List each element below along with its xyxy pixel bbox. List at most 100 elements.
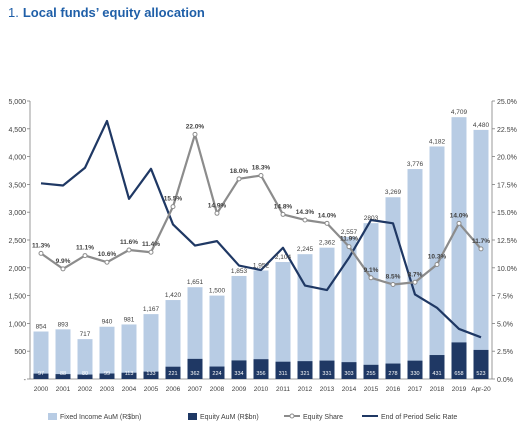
- equity-share-label: 14.8%: [274, 203, 293, 210]
- x-tick-label: 2004: [122, 386, 137, 393]
- y-left-tick-label: 1,000: [8, 321, 26, 328]
- fixed-income-bar: [275, 262, 291, 379]
- legend-label-selic: End of Period Selic Rate: [381, 414, 457, 421]
- y-right-tick-label: 2.5%: [497, 349, 513, 356]
- fixed-income-bar-label: 1,651: [187, 279, 204, 286]
- data-labels-layer: 854 893 717 940 981 1,167 1,420 1,651 1,500 1,853…: [32, 109, 490, 377]
- equity-share-point: [412, 279, 418, 285]
- fixed-income-bar: [165, 300, 181, 379]
- x-tick-label: 2010: [254, 386, 269, 393]
- equity-bar: [429, 355, 445, 379]
- y-left-tick-label: -: [24, 377, 27, 384]
- legend-label-fixed-income: Fixed Income AuM (R$bn): [60, 414, 141, 421]
- equity-share-label: 22.0%: [186, 123, 205, 130]
- equity-bar: [275, 361, 291, 379]
- fixed-income-bar-label: 1,853: [231, 268, 248, 275]
- fixed-income-bar: [297, 254, 313, 379]
- equity-bar: [165, 366, 181, 379]
- x-tick-label: 2018: [430, 386, 445, 393]
- equity-share-point: [82, 253, 88, 259]
- equity-bar-label: 356: [256, 371, 265, 377]
- fixed-income-bar-label: 2,104: [275, 254, 292, 261]
- x-tick-label: 2011: [276, 386, 290, 393]
- fixed-income-bar: [209, 295, 225, 379]
- x-tick-label: 2003: [100, 386, 115, 393]
- equity-share-label: 11.1%: [76, 245, 94, 252]
- equity-share-point: [456, 220, 462, 226]
- legend-marker-equity-share: [289, 413, 295, 419]
- equity-bar-label: 113: [125, 371, 134, 377]
- equity-bar-label: 99: [104, 371, 110, 377]
- y-left-tick-label: 4,000: [8, 155, 26, 162]
- fixed-income-bar: [143, 314, 159, 379]
- equity-share-point: [236, 176, 242, 182]
- equity-bar-label: 278: [388, 371, 397, 377]
- equity-share-label: 9.1%: [364, 267, 379, 274]
- equity-share-point: [60, 266, 66, 272]
- equity-share-point: [170, 204, 176, 210]
- legend-swatch-equity: [188, 413, 197, 420]
- y-right-tick-label: 5.0%: [497, 321, 513, 328]
- legend-swatch-fixed-income: [48, 413, 57, 420]
- equity-share-point: [390, 281, 396, 287]
- equity-bar: [341, 362, 357, 379]
- fixed-income-bar: [341, 236, 357, 379]
- legend-label-equity-share: Equity Share: [303, 414, 343, 421]
- x-tick-label: 2014: [342, 386, 357, 393]
- equity-share-label: 14.0%: [450, 212, 469, 219]
- equity-bar-label: 224: [212, 371, 221, 377]
- equity-bar-label: 303: [344, 371, 353, 377]
- fixed-income-bar-label: 2,245: [297, 246, 314, 253]
- equity-share-point: [148, 249, 154, 255]
- equity-bar-label: 97: [38, 371, 44, 377]
- equity-share-point: [280, 211, 286, 217]
- y-left-tick-label: 1,500: [8, 294, 26, 301]
- fixed-income-bar-label: 1,952: [253, 262, 270, 269]
- y-left-tick-label: 4,500: [8, 127, 26, 134]
- heading-title: Local funds’ equity allocation: [22, 5, 205, 20]
- x-tick-label: 2012: [298, 386, 313, 393]
- equity-bar: [187, 358, 203, 379]
- equity-bar: [407, 360, 423, 379]
- fixed-income-bar-label: 717: [80, 331, 91, 338]
- equity-share-label: 10.3%: [428, 253, 447, 260]
- equity-share-label: 11.4%: [142, 241, 160, 248]
- equity-bar: [33, 373, 49, 379]
- y-left-tick-label: 2,500: [8, 238, 26, 245]
- equity-bar: [231, 360, 247, 379]
- equity-bar-label: 221: [168, 371, 177, 377]
- equity-bar: [253, 359, 269, 379]
- fixed-income-bar-label: 854: [36, 324, 47, 331]
- equity-bar: [363, 364, 379, 379]
- fixed-income-bar-label: 1,500: [209, 288, 226, 295]
- equity-bar-label: 321: [300, 371, 309, 377]
- fixed-income-bar-label: 2,557: [341, 229, 358, 236]
- line-series-layer: [38, 119, 484, 339]
- equity-share-point: [478, 246, 484, 252]
- fixed-income-bar-label: 893: [58, 321, 69, 328]
- fixed-income-bar-label: 981: [124, 316, 135, 323]
- equity-bar: [385, 363, 401, 379]
- axes-layer: - 500 1,000 1,500 2,000 2,500 3,000 3,500 4,000 4…: [8, 99, 516, 393]
- equity-bar: [319, 360, 335, 379]
- fixed-income-bar-label: 3,269: [385, 189, 402, 196]
- equity-share-label: 18.3%: [252, 165, 271, 172]
- x-tick-label: 2005: [144, 386, 159, 393]
- fixed-income-bar-label: 940: [102, 319, 113, 326]
- y-right-tick-label: 17.5%: [497, 182, 517, 189]
- fixed-income-bar-label: 2803: [364, 215, 379, 222]
- chart-legend: Fixed Income AuM (R$bn) Equity AuM (R$bn)…: [48, 413, 457, 421]
- x-tick-label: 2002: [78, 386, 93, 393]
- fixed-income-bar: [121, 324, 137, 379]
- x-tick-label: 2008: [210, 386, 225, 393]
- legend-label-equity: Equity AuM (R$bn): [200, 414, 259, 421]
- heading-number: 1.: [8, 5, 19, 20]
- equity-share-point: [126, 247, 132, 253]
- fixed-income-bar: [451, 117, 467, 380]
- fixed-income-bar-label: 4,480: [473, 122, 490, 129]
- x-tick-label: 2001: [56, 386, 71, 393]
- y-right-tick-label: 22.5%: [497, 127, 517, 134]
- equity-bar-label: 80: [82, 371, 88, 377]
- y-right-tick-label: 12.5%: [497, 238, 517, 245]
